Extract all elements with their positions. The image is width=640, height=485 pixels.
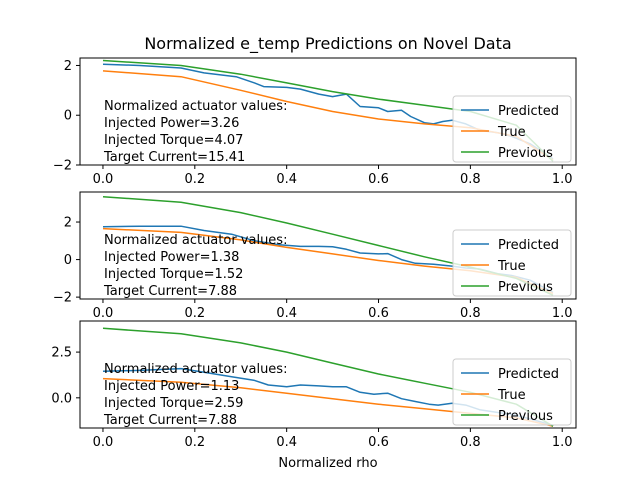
annotation-text: Injected Torque=1.52 xyxy=(104,267,243,282)
y-tick-label: 0 xyxy=(64,253,72,268)
x-tick-label: 0.6 xyxy=(368,306,389,321)
x-axis-label: Normalized rho xyxy=(278,456,377,471)
legend-box xyxy=(452,95,572,163)
annotation-text: Injected Power=1.38 xyxy=(104,250,239,265)
legend-label-previous: Previous xyxy=(498,280,553,295)
x-tick-label: 0.4 xyxy=(276,306,297,321)
legend-box xyxy=(452,358,572,426)
annotation-text: Target Current=7.88 xyxy=(103,413,237,428)
subplot-1: 0.0 0.2 0.4 0.6 0.8 1.0 −2 0 2 Normalized actuato… xyxy=(53,57,577,187)
chart-title: Normalized e_temp Predictions on Novel D… xyxy=(144,34,511,54)
legend-box xyxy=(452,229,572,297)
y-tick-label: 2 xyxy=(64,216,72,231)
x-tick-label: 0.2 xyxy=(184,306,205,321)
y-tick-label: 2.5 xyxy=(51,346,72,361)
legend-label-predicted: Predicted xyxy=(498,238,559,253)
y-tick-label: 2 xyxy=(64,59,72,74)
y-tick-label: −2 xyxy=(53,291,72,306)
x-tick-label: 0.4 xyxy=(276,172,297,187)
annotation-text: Injected Torque=2.59 xyxy=(104,396,243,411)
annotation-text: Normalized actuator values: xyxy=(104,233,287,248)
x-tick-label: 1.0 xyxy=(552,172,573,187)
y-tick-label: 0.0 xyxy=(51,391,72,406)
annotation-text: Target Current=7.88 xyxy=(103,284,237,299)
y-tick-label: −2 xyxy=(53,159,72,174)
x-tick-label: 0.4 xyxy=(276,435,297,450)
legend-label-true: True xyxy=(497,125,526,140)
y-tick-label: 0 xyxy=(64,109,72,124)
axes-frame xyxy=(79,57,577,166)
x-tick-label: 1.0 xyxy=(552,435,573,450)
x-tick-label: 0.8 xyxy=(460,172,481,187)
x-tick-label: 0.6 xyxy=(368,172,389,187)
annotation-text: Normalized actuator values: xyxy=(104,99,287,114)
annotation-text: Injected Power=1.13 xyxy=(104,379,239,394)
subplot-2: 0.0 0.2 0.4 0.6 0.8 1.0 −2 0 2 Normalized actuato… xyxy=(53,191,577,321)
legend-label-predicted: Predicted xyxy=(498,367,559,382)
x-tick-label: 0.0 xyxy=(93,172,114,187)
x-tick-label: 0.2 xyxy=(184,435,205,450)
annotation-text: Normalized actuator values: xyxy=(104,362,287,377)
axes-frame xyxy=(79,320,577,429)
annotation-text: Injected Torque=4.07 xyxy=(104,133,243,148)
legend-label-previous: Previous xyxy=(498,146,553,161)
x-tick-label: 0.8 xyxy=(460,435,481,450)
x-tick-label: 0.0 xyxy=(93,306,114,321)
x-tick-label: 0.6 xyxy=(368,435,389,450)
x-tick-label: 0.0 xyxy=(93,435,114,450)
annotation-text: Target Current=15.41 xyxy=(103,150,245,165)
legend-label-true: True xyxy=(497,388,526,403)
x-tick-label: 0.8 xyxy=(460,306,481,321)
legend-label-true: True xyxy=(497,259,526,274)
x-tick-label: 1.0 xyxy=(552,306,573,321)
legend-label-previous: Previous xyxy=(498,409,553,424)
annotation-text: Injected Power=3.26 xyxy=(104,116,239,131)
x-tick-label: 0.2 xyxy=(184,172,205,187)
legend-label-predicted: Predicted xyxy=(498,104,559,119)
subplot-3: 0.0 0.2 0.4 0.6 0.8 1.0 0.0 2.5 Normalized actua… xyxy=(51,320,577,450)
axes-frame xyxy=(79,191,577,300)
